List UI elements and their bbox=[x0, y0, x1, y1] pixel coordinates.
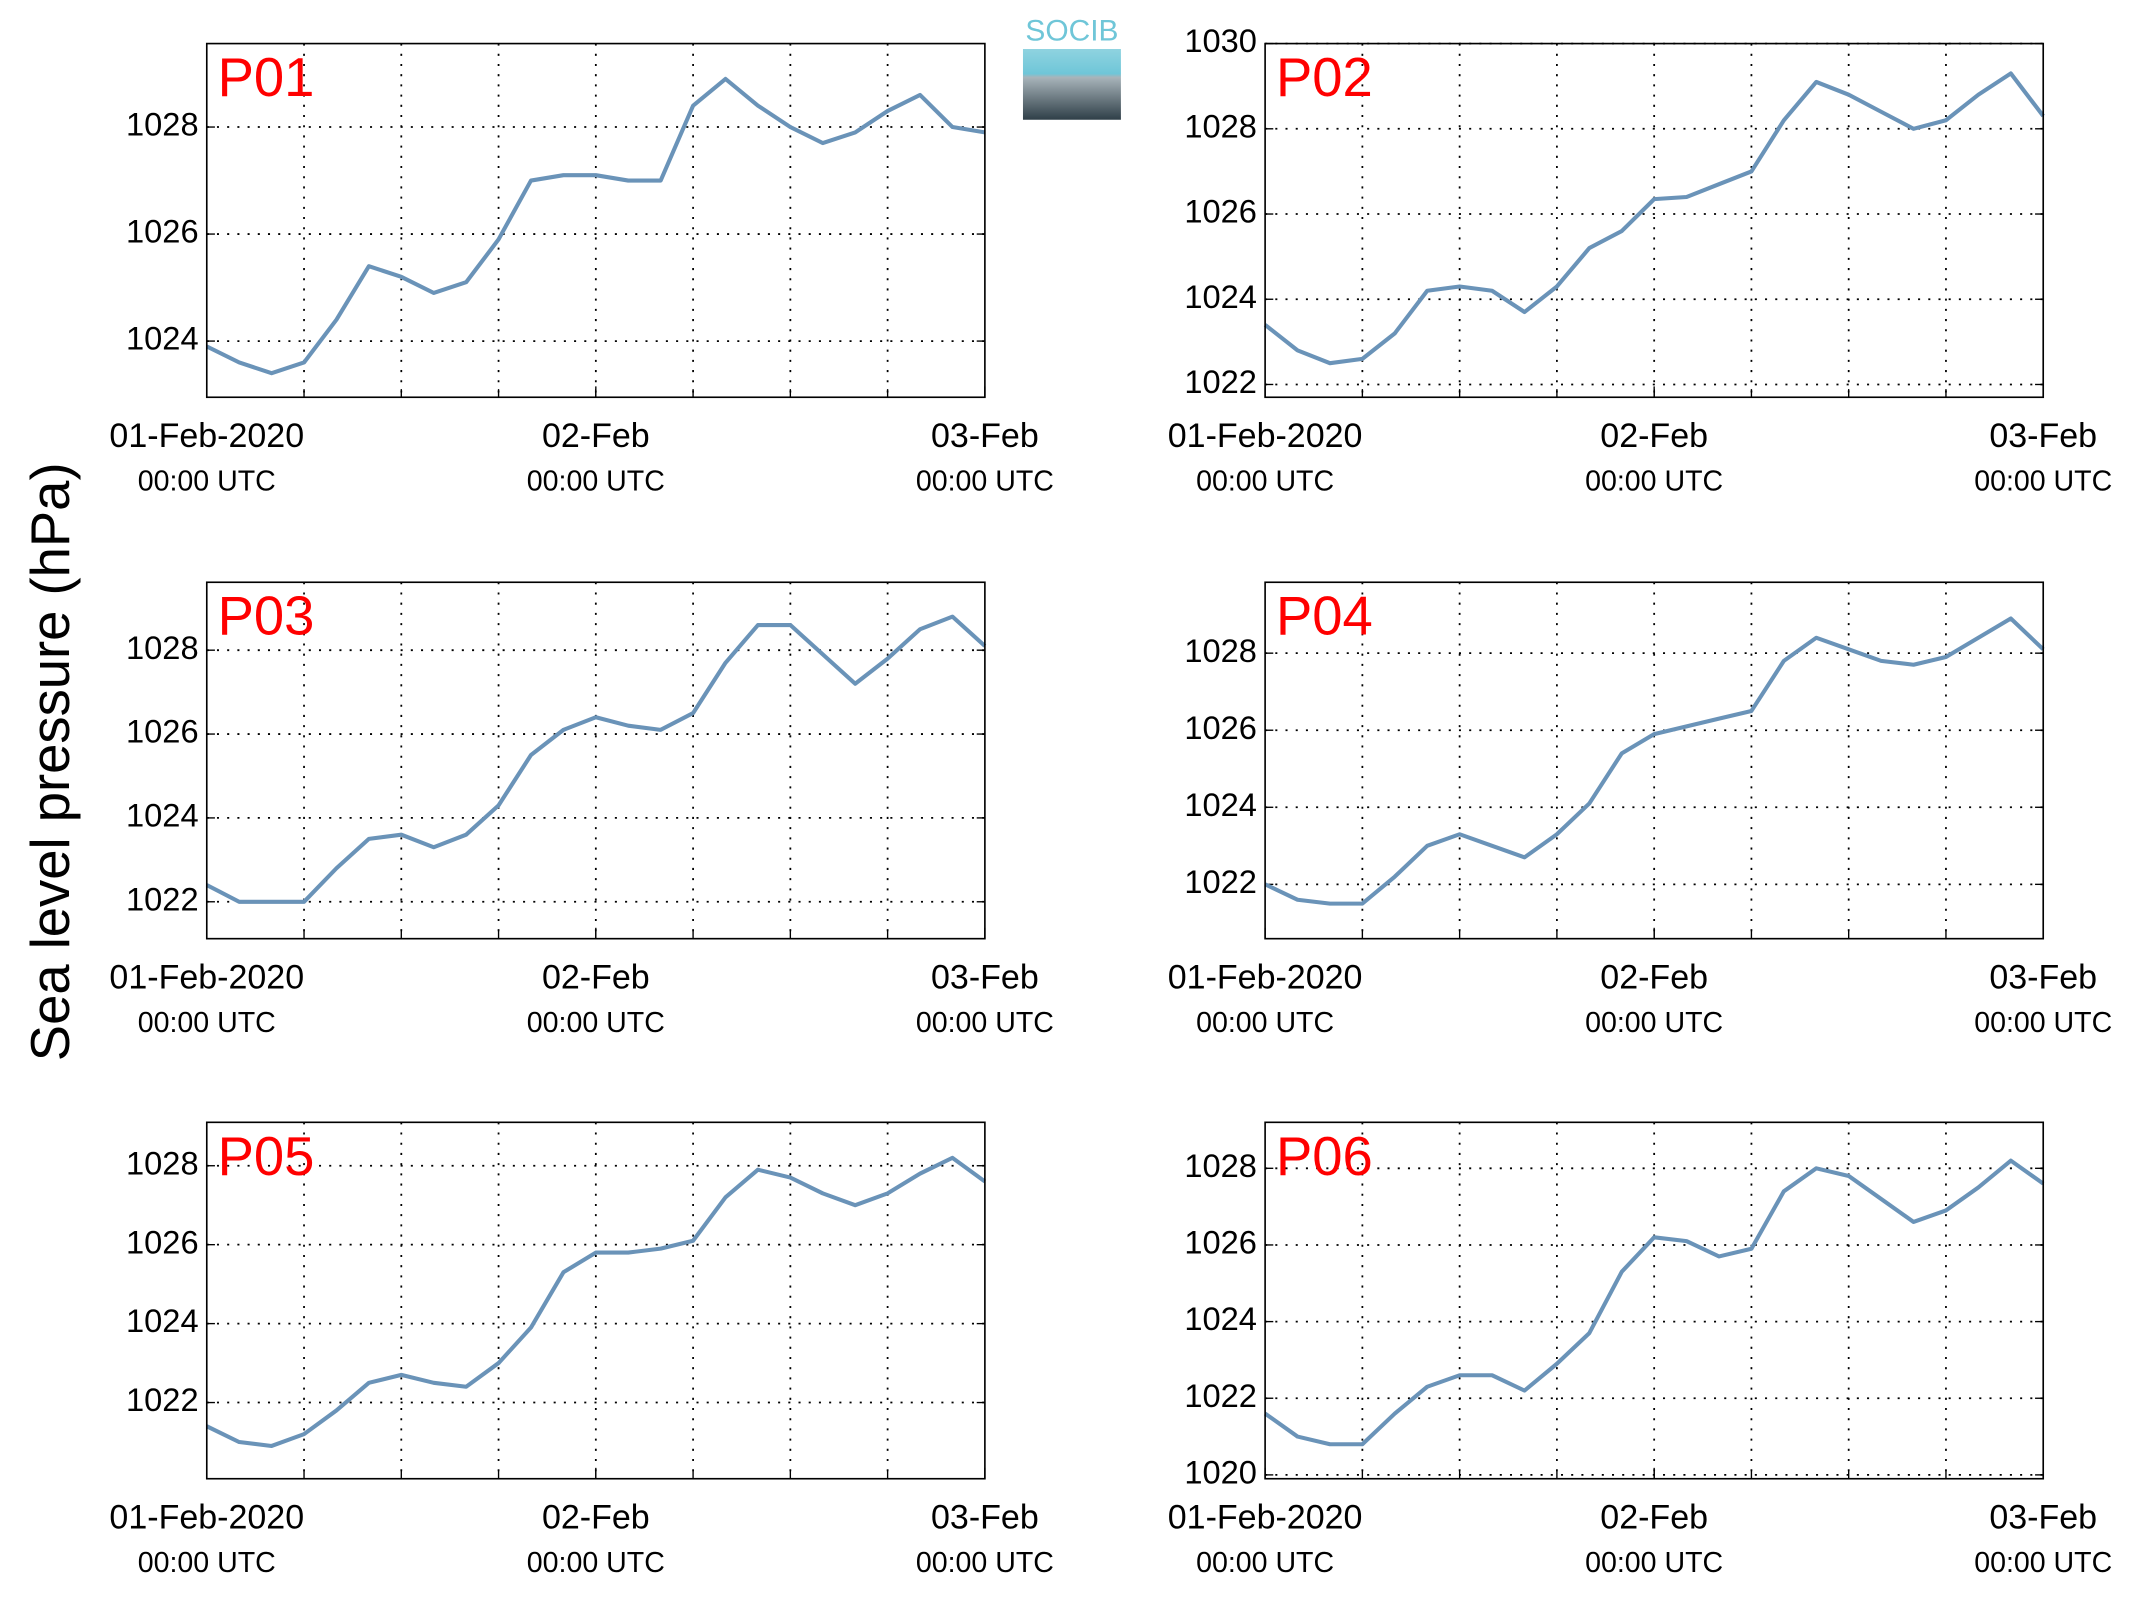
x-tick-sublabel: 00:00 UTC bbox=[527, 1007, 665, 1039]
x-tick-label: 01-Feb-2020 bbox=[1168, 1499, 1363, 1537]
logo-text: SOCIB bbox=[1025, 15, 1118, 48]
y-tick-label: 1024 bbox=[126, 797, 199, 834]
plot-frame bbox=[1264, 42, 2045, 399]
x-tick-label: 03-Feb bbox=[1989, 1499, 2097, 1537]
x-tick-sublabel: 00:00 UTC bbox=[1974, 466, 2112, 498]
x-tick-sublabel: 00:00 UTC bbox=[1196, 1547, 1334, 1579]
x-tick-label: 03-Feb bbox=[931, 1499, 1039, 1537]
panel-title: P03 bbox=[218, 586, 315, 647]
y-tick-label: 1026 bbox=[1184, 193, 1257, 230]
x-tick-sublabel: 00:00 UTC bbox=[1196, 1007, 1334, 1039]
panel-title: P04 bbox=[1276, 586, 1373, 647]
panel-title: P06 bbox=[1276, 1126, 1373, 1187]
x-tick-sublabel: 00:00 UTC bbox=[1974, 1007, 2112, 1039]
y-tick-label: 1026 bbox=[126, 1223, 199, 1260]
y-tick-label: 1026 bbox=[1184, 709, 1257, 746]
x-tick-sublabel: 00:00 UTC bbox=[1196, 466, 1334, 498]
y-tick-label: 1028 bbox=[126, 106, 199, 143]
y-tick-label: 1028 bbox=[1184, 107, 1257, 144]
x-tick-label: 02-Feb bbox=[542, 417, 650, 455]
y-tick-label: 1022 bbox=[1184, 1377, 1257, 1414]
x-tick-label: 02-Feb bbox=[1600, 417, 1708, 455]
y-tick-label: 1028 bbox=[126, 629, 199, 666]
y-tick-label: 1022 bbox=[126, 1381, 199, 1418]
data-line bbox=[205, 614, 987, 904]
y-tick-label: 1022 bbox=[1184, 363, 1257, 400]
x-tick-label: 01-Feb-2020 bbox=[1168, 958, 1363, 996]
x-tick-label: 01-Feb-2020 bbox=[109, 417, 304, 455]
x-tick-sublabel: 00:00 UTC bbox=[138, 1007, 276, 1039]
y-tick-label: 1024 bbox=[126, 320, 199, 357]
y-tick-label: 1030 bbox=[1184, 22, 1257, 59]
x-tick-label: 01-Feb-2020 bbox=[109, 958, 304, 996]
y-tick-label: 1028 bbox=[1184, 1147, 1257, 1184]
x-tick-sublabel: 00:00 UTC bbox=[138, 466, 276, 498]
panel: 1022 1024 1026 1028 01-Feb-2020 00:00 UTC 02-F… bbox=[1168, 581, 2112, 1039]
panel-title: P05 bbox=[218, 1126, 315, 1187]
data-line bbox=[205, 1155, 987, 1449]
x-tick-label: 03-Feb bbox=[931, 417, 1039, 455]
plot-frame bbox=[1264, 581, 2045, 940]
panel-title: P02 bbox=[1276, 47, 1373, 108]
plot-frame bbox=[205, 42, 986, 399]
y-tick-label: 1026 bbox=[1184, 1224, 1257, 1261]
x-tick-sublabel: 00:00 UTC bbox=[916, 1007, 1054, 1039]
y-tick-label: 1024 bbox=[1184, 278, 1257, 315]
x-tick-label: 01-Feb-2020 bbox=[1168, 417, 1363, 455]
y-tick-label: 1020 bbox=[1184, 1454, 1257, 1491]
y-tick-label: 1026 bbox=[126, 213, 199, 250]
panel-title: P01 bbox=[218, 47, 315, 108]
x-tick-label: 02-Feb bbox=[542, 958, 650, 996]
y-tick-label: 1028 bbox=[126, 1144, 199, 1181]
plot-frame bbox=[1264, 1121, 2045, 1480]
x-tick-sublabel: 00:00 UTC bbox=[1585, 466, 1723, 498]
y-tick-label: 1022 bbox=[126, 880, 199, 917]
y-tick-label: 1026 bbox=[126, 713, 199, 750]
panel: 1022 1024 1026 1028 01-Feb-2020 00:00 UTC 02-F… bbox=[109, 1121, 1054, 1579]
y-tick-label: 1024 bbox=[126, 1302, 199, 1339]
panel: 1024 1026 1028 01-Feb-2020 00:00 UTC 02-Feb 00… bbox=[109, 42, 1054, 498]
y-axis-label: Sea level pressure (hPa) bbox=[20, 462, 81, 1061]
panel: 1022 1024 1026 1028 1030 01-Feb-2020 00:00 UTC… bbox=[1168, 22, 2112, 497]
data-line bbox=[1263, 71, 2045, 366]
x-tick-label: 03-Feb bbox=[1989, 958, 2097, 996]
panel: 1022 1024 1026 1028 01-Feb-2020 00:00 UTC 02-F… bbox=[109, 581, 1054, 1039]
data-line bbox=[1264, 616, 2045, 906]
x-tick-label: 02-Feb bbox=[1600, 958, 1708, 996]
data-line bbox=[1263, 1158, 2045, 1447]
plot-frame bbox=[205, 1121, 986, 1480]
x-tick-sublabel: 00:00 UTC bbox=[1585, 1547, 1723, 1579]
y-tick-label: 1024 bbox=[1184, 786, 1257, 823]
x-tick-sublabel: 00:00 UTC bbox=[1585, 1007, 1723, 1039]
y-tick-label: 1022 bbox=[1184, 863, 1257, 900]
y-tick-label: 1024 bbox=[1184, 1300, 1257, 1337]
logo-box bbox=[1022, 49, 1121, 120]
y-tick-label: 1028 bbox=[1184, 632, 1257, 669]
x-tick-sublabel: 00:00 UTC bbox=[1974, 1547, 2112, 1579]
x-tick-sublabel: 00:00 UTC bbox=[527, 1547, 665, 1579]
x-tick-sublabel: 00:00 UTC bbox=[138, 1547, 276, 1579]
x-tick-label: 02-Feb bbox=[542, 1499, 650, 1537]
x-tick-sublabel: 00:00 UTC bbox=[527, 466, 665, 498]
x-tick-label: 01-Feb-2020 bbox=[109, 1499, 304, 1537]
x-tick-label: 03-Feb bbox=[931, 958, 1039, 996]
x-tick-label: 02-Feb bbox=[1600, 1499, 1708, 1537]
plot-frame bbox=[205, 581, 986, 940]
x-tick-sublabel: 00:00 UTC bbox=[916, 1547, 1054, 1579]
panel: 1020 1022 1024 1026 1028 01-Feb-2020 00:00 UTC… bbox=[1168, 1121, 2112, 1579]
x-tick-label: 03-Feb bbox=[1989, 417, 2097, 455]
x-tick-sublabel: 00:00 UTC bbox=[916, 466, 1054, 498]
logo: SOCIB bbox=[1022, 15, 1121, 120]
data-line bbox=[205, 76, 986, 376]
